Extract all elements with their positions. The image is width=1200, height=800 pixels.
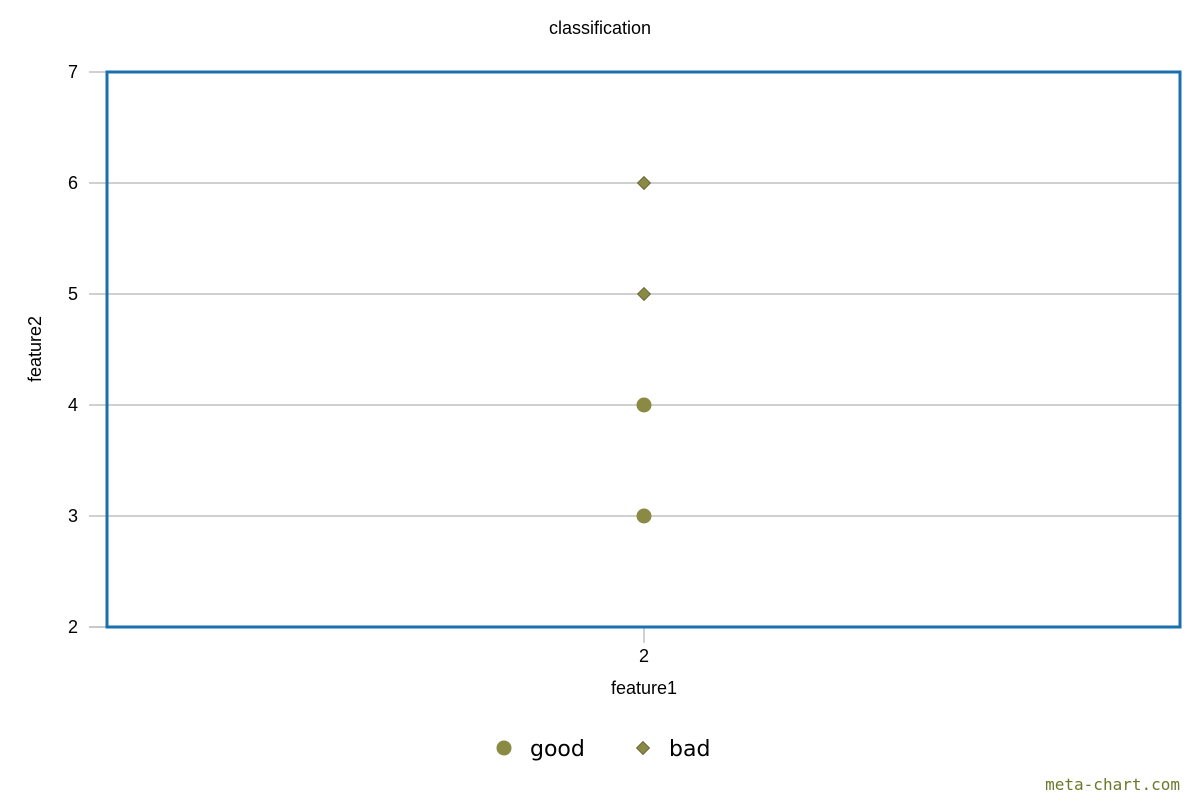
data-point-bad-1: [636, 175, 652, 191]
y-tick-label: 4: [68, 395, 78, 415]
legend-label: good: [530, 737, 585, 762]
x-tick-label: 2: [639, 646, 649, 666]
legend-circle-icon: [496, 740, 512, 756]
y-tick-label: 3: [68, 506, 78, 526]
legend: good bad: [496, 737, 710, 762]
legend-item-bad: bad: [635, 737, 710, 762]
legend-label: bad: [669, 737, 710, 762]
watermark: meta-chart.com: [1045, 775, 1180, 794]
data-point-good-1: [636, 397, 652, 413]
data-points: [636, 175, 652, 524]
data-point-bad-0: [636, 286, 652, 302]
grid-lines: [107, 182, 1180, 517]
y-tick-label: 7: [68, 62, 78, 82]
y-tick-label: 5: [68, 284, 78, 304]
y-axis-label: feature2: [25, 316, 45, 382]
x-axis-label: feature1: [611, 678, 677, 698]
plot-frame: [105, 70, 1182, 629]
chart-title: classification: [549, 18, 651, 38]
y-tick-label: 6: [68, 173, 78, 193]
axes: [89, 71, 1180, 643]
y-tick-label: 2: [68, 617, 78, 637]
tick-labels: 2 3 4 5 6 7 2: [68, 62, 649, 666]
legend-item-good: good: [496, 737, 585, 762]
data-point-good-0: [636, 508, 652, 524]
legend-diamond-icon: [635, 740, 651, 756]
